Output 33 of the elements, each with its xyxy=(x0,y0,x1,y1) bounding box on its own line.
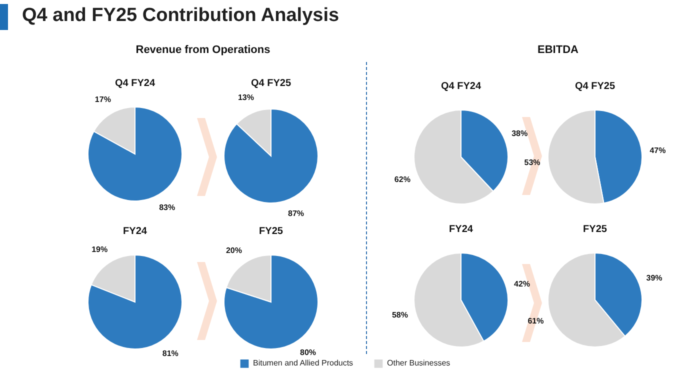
pie-slice xyxy=(224,254,318,350)
data-label: 80% xyxy=(300,348,316,357)
text: Revenue from Operations xyxy=(134,44,272,56)
data-label: 47% xyxy=(650,146,666,156)
text: EBITDA xyxy=(536,44,580,56)
data-label: 83% xyxy=(159,203,176,212)
text: Q4 and FY25 Contribution Analysis xyxy=(22,5,340,27)
data-label: 87% xyxy=(288,208,304,218)
chart-title: FY25 xyxy=(583,224,608,235)
chart-title: Q4 FY25 xyxy=(250,78,292,90)
data-label: 38% xyxy=(512,128,528,138)
chart-title: Q4 FY24 xyxy=(114,78,156,89)
pie-slice xyxy=(88,106,182,202)
pie-slice xyxy=(88,254,182,350)
chart-title: Q4 FY25 xyxy=(574,81,616,92)
legend-label: Bitumen and Allied Products xyxy=(253,358,354,368)
chart-title: FY25 xyxy=(259,226,284,237)
data-label: 17% xyxy=(94,94,111,104)
data-label: 81% xyxy=(162,349,178,358)
data-label: 39% xyxy=(646,274,662,283)
chart-title: FY24 xyxy=(449,224,474,235)
data-label: 19% xyxy=(92,244,108,254)
data-label: 53% xyxy=(524,158,540,167)
data-label: 61% xyxy=(528,316,544,326)
pie-slice xyxy=(224,108,318,204)
chart-title: Q4 FY24 xyxy=(440,81,482,92)
data-label: 58% xyxy=(392,310,408,320)
legend-label: Other Businesses xyxy=(387,358,450,368)
chart-title: FY24 xyxy=(123,226,148,237)
data-label: 13% xyxy=(238,93,254,102)
data-label: 42% xyxy=(514,279,530,288)
data-label: 62% xyxy=(394,175,410,184)
data-label: 20% xyxy=(226,246,242,256)
